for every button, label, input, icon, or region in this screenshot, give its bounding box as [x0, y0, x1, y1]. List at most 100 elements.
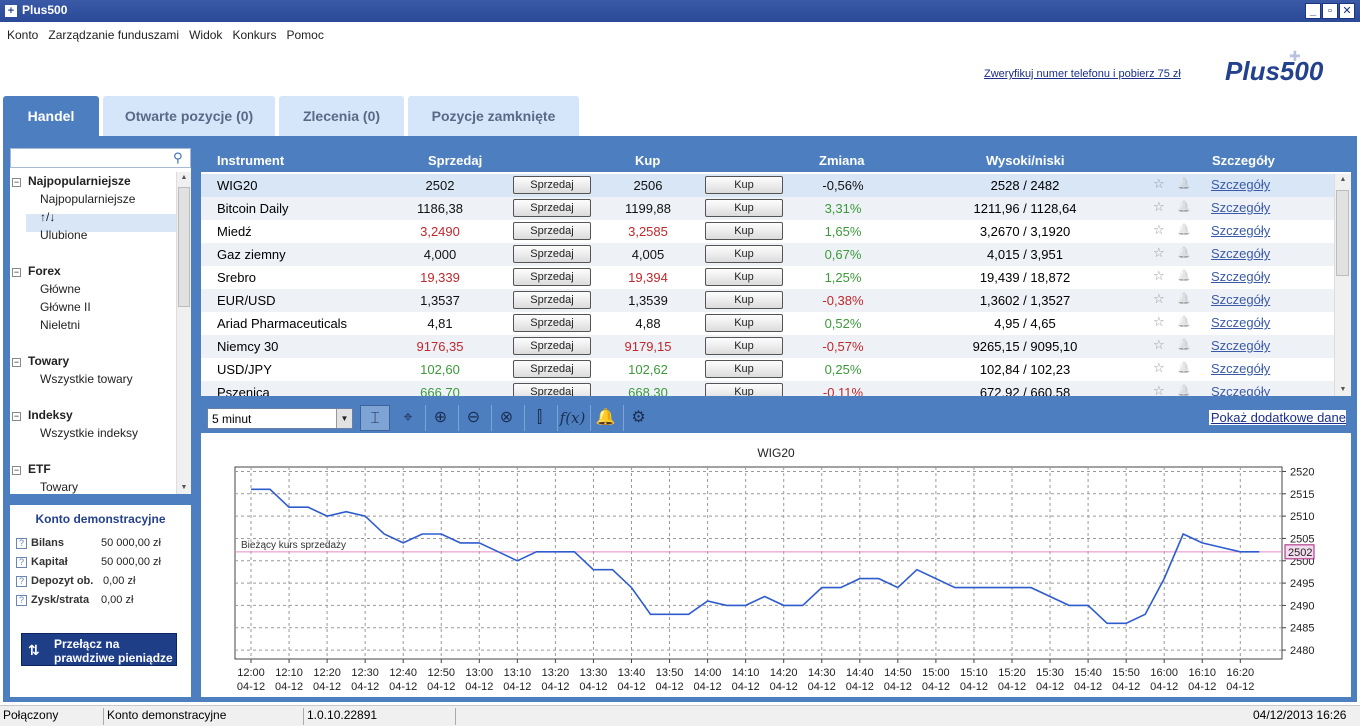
- settings-gear-icon[interactable]: ⚙: [623, 405, 653, 431]
- col-instrument[interactable]: Instrument: [217, 153, 285, 168]
- scroll-up-icon[interactable]: ▲: [1339, 176, 1347, 183]
- tree-item-popular[interactable]: Najpopularniejsze: [40, 192, 136, 206]
- help-icon[interactable]: ?: [16, 576, 27, 587]
- tab-orders[interactable]: Zlecenia (0): [279, 96, 404, 136]
- alert-bell-icon[interactable]: 🔔: [1177, 224, 1191, 236]
- scroll-up-icon[interactable]: ▲: [180, 174, 188, 181]
- table-row[interactable]: EUR/USD 1,3537 Sprzedaj 1,3539 Kup -0,38% 1,36…: [201, 289, 1334, 312]
- details-link[interactable]: Szczegóły: [1211, 223, 1271, 238]
- details-link[interactable]: Szczegóły: [1211, 269, 1271, 284]
- tab-closed-positions[interactable]: Pozycje zamknięte: [408, 96, 579, 136]
- alert-bell-icon[interactable]: 🔔: [1177, 385, 1191, 396]
- table-row[interactable]: WIG20 2502 Sprzedaj 2506 Kup -0,56% 2528 / 248…: [201, 174, 1334, 197]
- search-icon[interactable]: ⚲: [173, 150, 183, 165]
- tree-group-popular[interactable]: − Najpopularniejsze: [12, 174, 131, 188]
- buy-button[interactable]: Kup: [705, 383, 783, 396]
- details-link[interactable]: Szczegóły: [1211, 315, 1271, 330]
- menu-help[interactable]: Pomoc: [286, 28, 324, 42]
- table-row[interactable]: Miedź 3,2490 Sprzedaj 3,2585 Kup 1,65% 3,2670 …: [201, 220, 1334, 243]
- buy-button[interactable]: Kup: [705, 245, 783, 263]
- details-link[interactable]: Szczegóły: [1211, 361, 1271, 376]
- collapse-icon[interactable]: −: [12, 411, 21, 421]
- col-high-low[interactable]: Wysoki/niski: [986, 153, 1065, 168]
- table-row[interactable]: Bitcoin Daily 1186,38 Sprzedaj 1199,88 Kup 3,…: [201, 197, 1334, 220]
- favorite-star-icon[interactable]: ☆: [1153, 245, 1165, 260]
- tree-group-etf[interactable]: − ETF: [12, 462, 51, 476]
- favorite-star-icon[interactable]: ☆: [1153, 291, 1165, 306]
- table-row[interactable]: Pszenica 666,70 Sprzedaj 668,30 Kup -0,11% 672…: [201, 381, 1334, 396]
- tree-group-commodities[interactable]: − Towary: [12, 354, 70, 368]
- favorite-star-icon[interactable]: ☆: [1153, 337, 1165, 352]
- alert-bell-icon[interactable]: 🔔: [1177, 316, 1191, 328]
- table-scrollbar[interactable]: ▲ ▼: [1334, 174, 1351, 396]
- menu-konto[interactable]: Konto: [7, 28, 39, 42]
- function-icon[interactable]: f(x): [557, 405, 587, 431]
- tree-group-indices[interactable]: − Indeksy: [12, 408, 73, 422]
- details-link[interactable]: Szczegóły: [1211, 177, 1271, 192]
- collapse-icon[interactable]: −: [12, 177, 21, 187]
- buy-button[interactable]: Kup: [705, 222, 783, 240]
- sell-button[interactable]: Sprzedaj: [513, 314, 591, 332]
- col-details[interactable]: Szczegóły: [1212, 153, 1275, 168]
- sell-button[interactable]: Sprzedaj: [513, 291, 591, 309]
- maximize-button[interactable]: ▫: [1322, 3, 1338, 19]
- crosshair-cursor-icon[interactable]: ⌶: [360, 405, 390, 431]
- alert-bell-icon[interactable]: 🔔: [1177, 178, 1191, 190]
- favorite-star-icon[interactable]: ☆: [1153, 360, 1165, 375]
- buy-button[interactable]: Kup: [705, 337, 783, 355]
- col-buy[interactable]: Kup: [635, 153, 661, 168]
- buy-button[interactable]: Kup: [705, 291, 783, 309]
- scrollbar-thumb[interactable]: [178, 187, 190, 307]
- favorite-star-icon[interactable]: ☆: [1153, 176, 1165, 191]
- col-sell[interactable]: Sprzedaj: [428, 153, 483, 168]
- sell-button[interactable]: Sprzedaj: [513, 222, 591, 240]
- buy-button[interactable]: Kup: [705, 268, 783, 286]
- switch-to-real-money-button[interactable]: ⇅ Przełącz na prawdziwe pieniądze: [21, 633, 177, 666]
- alert-bell-icon[interactable]: 🔔: [590, 405, 620, 431]
- sell-button[interactable]: Sprzedaj: [513, 245, 591, 263]
- zoom-reset-icon[interactable]: ⊗: [491, 405, 521, 431]
- table-row[interactable]: Niemcy 30 9176,35 Sprzedaj 9179,15 Kup -0,57%…: [201, 335, 1334, 358]
- help-icon[interactable]: ?: [16, 595, 27, 606]
- timeframe-select[interactable]: 5 minut ▼: [207, 408, 353, 429]
- sell-button[interactable]: Sprzedaj: [513, 199, 591, 217]
- help-icon[interactable]: ?: [16, 538, 27, 549]
- close-button[interactable]: ✕: [1339, 3, 1355, 19]
- alert-bell-icon[interactable]: 🔔: [1177, 339, 1191, 351]
- favorite-star-icon[interactable]: ☆: [1153, 268, 1165, 283]
- sell-button[interactable]: Sprzedaj: [513, 337, 591, 355]
- buy-button[interactable]: Kup: [705, 314, 783, 332]
- col-change[interactable]: Zmiana: [819, 153, 865, 168]
- target-icon[interactable]: ⌖: [403, 409, 413, 426]
- alert-bell-icon[interactable]: 🔔: [1177, 270, 1191, 282]
- tree-item-minors[interactable]: Nieletni: [40, 318, 81, 332]
- chevron-down-icon[interactable]: ▼: [336, 409, 352, 428]
- alert-bell-icon[interactable]: 🔔: [1177, 362, 1191, 374]
- sell-button[interactable]: Sprzedaj: [513, 383, 591, 396]
- collapse-icon[interactable]: −: [12, 267, 21, 277]
- tree-item-all-indices[interactable]: Wszystkie indeksy: [40, 426, 139, 440]
- sell-button[interactable]: Sprzedaj: [513, 360, 591, 378]
- zoom-out-icon[interactable]: ⊖: [458, 405, 488, 431]
- price-chart[interactable]: WIG20 2480 2485 2490 2495 2500 2505 2510 2515 252…: [201, 433, 1351, 697]
- scrollbar-thumb[interactable]: [1336, 190, 1349, 276]
- favorite-star-icon[interactable]: ☆: [1153, 199, 1165, 214]
- tab-open-positions[interactable]: Otwarte pozycje (0): [103, 96, 275, 136]
- scroll-down-icon[interactable]: ▼: [180, 484, 188, 491]
- sell-button[interactable]: Sprzedaj: [513, 176, 591, 194]
- favorite-star-icon[interactable]: ☆: [1153, 314, 1165, 329]
- table-row[interactable]: USD/JPY 102,60 Sprzedaj 102,62 Kup 0,25% 102,8…: [201, 358, 1334, 381]
- tree-item-all-commodities[interactable]: Wszystkie towary: [40, 372, 133, 386]
- collapse-icon[interactable]: −: [12, 465, 21, 475]
- details-link[interactable]: Szczegóły: [1211, 200, 1271, 215]
- zoom-in-icon[interactable]: ⊕: [425, 405, 455, 431]
- menu-view[interactable]: Widok: [189, 28, 223, 42]
- tree-item-majors[interactable]: Główne: [40, 282, 81, 296]
- buy-button[interactable]: Kup: [705, 360, 783, 378]
- favorite-star-icon[interactable]: ☆: [1153, 222, 1165, 237]
- tree-scrollbar[interactable]: ▲ ▼: [176, 172, 191, 494]
- tree-item-etf-commodities[interactable]: Towary: [40, 480, 79, 494]
- menu-funds[interactable]: Zarządzanie funduszami: [48, 28, 180, 42]
- minimize-button[interactable]: _: [1305, 3, 1321, 19]
- scroll-down-icon[interactable]: ▼: [1339, 386, 1347, 393]
